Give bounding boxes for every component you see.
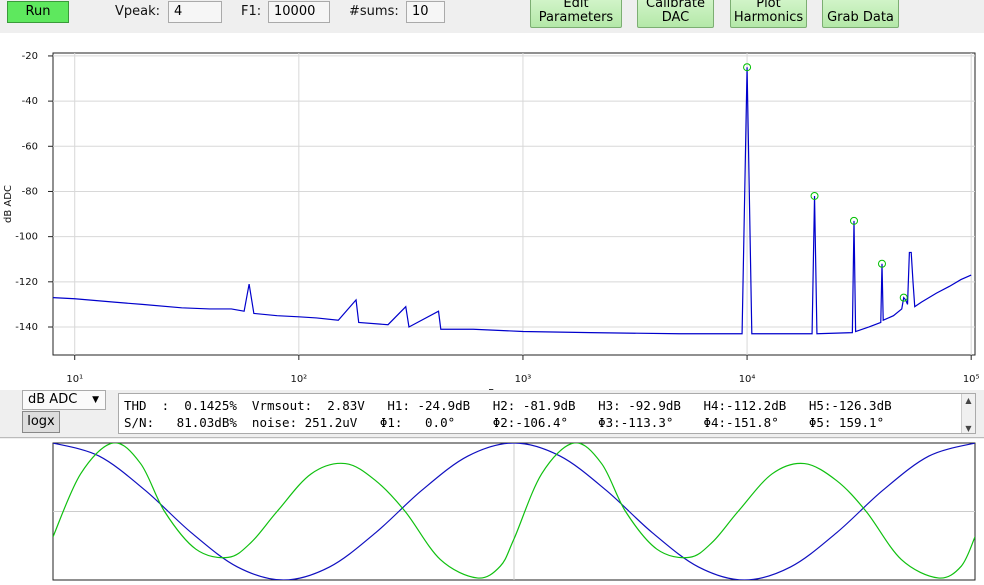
y-tick-label: -140 <box>15 322 38 333</box>
dropdown-arrow: ▼ <box>92 395 99 405</box>
results-line: S/N: 81.03dB% noise: 251.2uV Φ1: 0.0° Φ2… <box>124 415 885 430</box>
harmonic-marker <box>899 293 908 302</box>
edit-parameters-button[interactable]: Edit Parameters <box>530 0 622 28</box>
sums-label: #sums: <box>349 4 399 19</box>
x-tick-label: 10¹ <box>66 374 83 385</box>
vpeak-label: Vpeak: <box>115 4 161 19</box>
plot-frame <box>52 52 976 356</box>
y-tick-label: -40 <box>22 96 38 107</box>
series-line <box>53 443 975 579</box>
grab-data-button[interactable]: Grab Data <box>822 0 899 28</box>
f1-input[interactable]: 10000 <box>268 1 330 23</box>
spectrum-chart: 10¹ 10² 10³ 10⁴ 10⁵ -20 -40 -60 -80 -100 -120 -140 d… <box>0 33 984 403</box>
x-tick-label: 10⁵ <box>963 374 980 385</box>
y-tick-label: -60 <box>22 141 38 152</box>
series-line <box>53 443 975 580</box>
toolbar: Run Vpeak: 4 F1: 10000 #sums: 10 Edit Pa… <box>0 0 984 32</box>
harmonic-marker <box>849 216 858 225</box>
harmonic-marker <box>810 191 819 200</box>
plot-harmonics-button[interactable]: Plot Harmonics <box>730 0 807 28</box>
y-tick-label: -20 <box>22 51 38 62</box>
waveform-chart <box>0 439 984 585</box>
calibrate-dac-button[interactable]: Calibrate DAC <box>637 0 714 28</box>
harmonic-marker <box>877 259 886 268</box>
run-button[interactable]: Run <box>7 1 69 23</box>
y-axis-label: dB ADC <box>3 185 14 223</box>
scale-select[interactable]: dB ADC ▼ <box>22 390 106 410</box>
info-panel: dB ADC ▼ logx THD : 0.1425% Vrmsout: 2.83… <box>0 390 984 438</box>
harmonic-marker <box>743 63 752 72</box>
f1-label: F1: <box>241 4 262 19</box>
scrollbar[interactable]: ▲ ▼ <box>961 394 975 433</box>
results-box: THD : 0.1425% Vrmsout: 2.83V H1: -24.9dB… <box>118 393 976 434</box>
y-tick-label: -80 <box>22 186 38 197</box>
sums-input[interactable]: 10 <box>406 1 445 23</box>
results-line: THD : 0.1425% Vrmsout: 2.83V H1: -24.9dB… <box>124 398 892 413</box>
x-tick-label: 10⁴ <box>739 374 756 385</box>
y-tick-label: -100 <box>15 232 38 243</box>
x-tick-label: 10³ <box>515 374 532 385</box>
x-tick-label: 10² <box>290 374 307 385</box>
y-tick-label: -120 <box>15 277 38 288</box>
scale-select-text: dB ADC <box>28 392 78 407</box>
series-line <box>53 67 972 335</box>
vpeak-input[interactable]: 4 <box>168 1 222 23</box>
logx-button[interactable]: logx <box>22 411 60 433</box>
